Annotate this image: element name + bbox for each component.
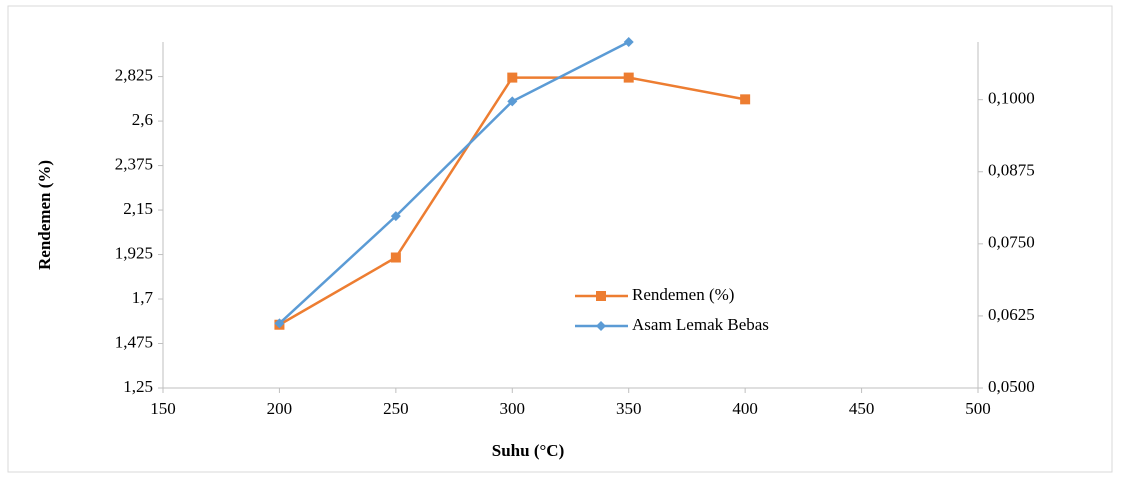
marker [274, 318, 285, 329]
x-tick-label: 400 [732, 399, 758, 418]
x-axis-label: Suhu (°C) [492, 441, 564, 460]
y-tick-label: 2,375 [115, 154, 153, 173]
marker [507, 72, 518, 83]
marker [740, 94, 751, 105]
series-line [278, 40, 630, 325]
y-tick-label: 2,6 [132, 110, 153, 129]
x-tick-label: 200 [267, 399, 293, 418]
x-tick-label: 500 [965, 399, 991, 418]
y-axis-label: Rendemen (%) [35, 160, 54, 270]
y-tick-label: 1,25 [123, 377, 153, 396]
legend-label: Asam Lemak Bebas [632, 315, 769, 334]
marker [596, 321, 606, 331]
marker [623, 72, 634, 83]
marker [596, 291, 606, 301]
y-tick-label: 1,925 [115, 243, 153, 262]
legend-label: Rendemen (%) [632, 285, 734, 304]
x-tick-label: 450 [849, 399, 875, 418]
y2-tick-label: 0,0750 [988, 233, 1035, 252]
y-tick-label: 1,7 [132, 288, 154, 307]
y2-tick-label: 0,0875 [988, 161, 1035, 180]
y-tick-label: 2,825 [115, 66, 153, 85]
x-tick-label: 350 [616, 399, 642, 418]
y2-tick-label: 0,0625 [988, 305, 1035, 324]
x-tick-label: 150 [150, 399, 176, 418]
x-tick-label: 300 [500, 399, 526, 418]
marker [390, 252, 401, 263]
marker [390, 211, 401, 222]
marker [507, 96, 518, 107]
marker [623, 37, 634, 47]
y2-tick-label: 0,0500 [988, 377, 1035, 396]
y-tick-label: 1,475 [115, 332, 153, 351]
y2-tick-label: 0,1000 [988, 89, 1035, 108]
chart-border [7, 5, 1113, 473]
x-tick-label: 250 [383, 399, 409, 418]
y-tick-label: 2,15 [123, 199, 153, 218]
